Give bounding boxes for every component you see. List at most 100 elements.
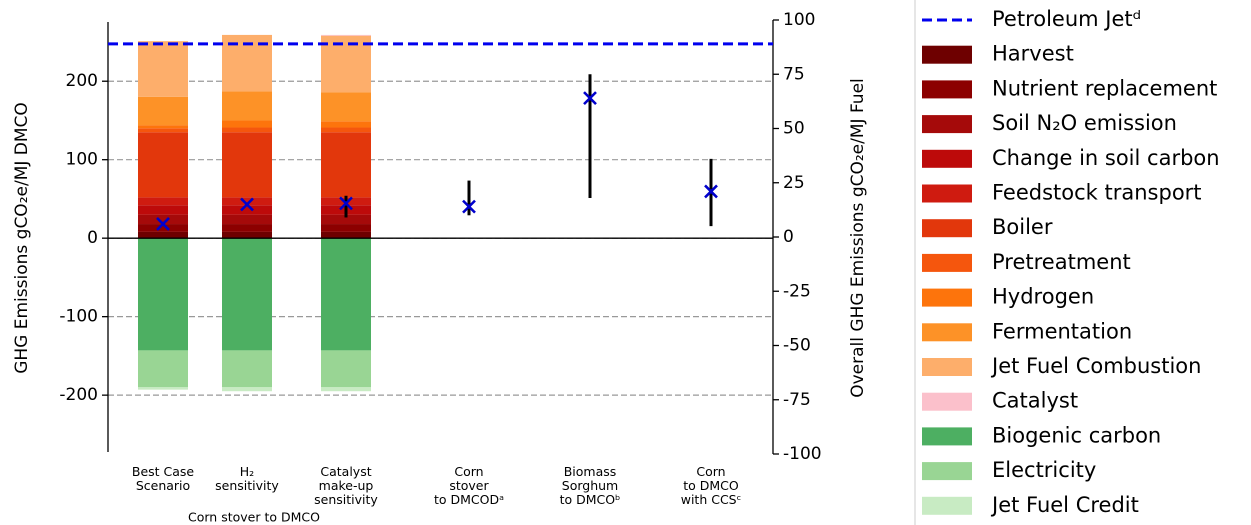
legend-swatch (922, 149, 972, 168)
group-label: Corn stover to DMCO (188, 510, 320, 525)
marker-stroke (240, 197, 254, 212)
bar-segment (138, 231, 188, 239)
x-tick-label-line: Catalyst (320, 464, 371, 479)
legend-label: Jet Fuel Credit (990, 493, 1139, 517)
bar-segment (321, 214, 371, 225)
bar-segment (321, 34, 371, 36)
y2-tick-label: -50 (783, 336, 811, 356)
y-tick-label: -200 (59, 385, 98, 405)
bar-segment (222, 224, 272, 232)
bar-segment (222, 231, 272, 239)
legend-swatch (922, 496, 972, 515)
bar-segment (321, 224, 371, 232)
legend-label: Change in soil carbon (992, 146, 1220, 170)
x-tick-label-line: Best Case (132, 464, 195, 479)
bar-segment (138, 128, 188, 133)
legend-label: Electricity (992, 458, 1096, 482)
y2-tick-label: 25 (783, 173, 805, 193)
legend-label: Hydrogen (992, 285, 1094, 309)
bar-segment (321, 238, 371, 351)
legend-swatch (922, 115, 972, 134)
y2-tick-label: 75 (783, 64, 805, 84)
legend-swatch (922, 184, 972, 203)
x-tick-label-line: Scenario (136, 478, 190, 493)
legend-swatch (922, 462, 972, 481)
legend-swatch (922, 45, 972, 64)
bar-segment (222, 197, 272, 206)
x-tick-label-line: sensitivity (215, 478, 279, 493)
bar-segment (222, 132, 272, 198)
x-tick-label-line: with CCSᶜ (681, 492, 742, 507)
bar-segment (321, 387, 371, 392)
y2-tick-label: -25 (783, 281, 811, 301)
x-tick-label-line: H₂ (240, 464, 254, 479)
x-tick-label-line: Corn (696, 464, 725, 479)
bar-segment (138, 238, 188, 351)
bar-segment (321, 35, 371, 93)
legend-label: Jet Fuel Combustion (990, 354, 1201, 378)
y2-tick-label: -100 (783, 444, 822, 464)
bar-segment (138, 214, 188, 225)
legend-swatch (922, 392, 972, 411)
y-tick-label: 200 (66, 71, 98, 91)
x-tick-label-line: stover (449, 478, 489, 493)
legend-label: Pretreatment (992, 250, 1131, 274)
bar-segment (321, 121, 371, 128)
x-tick-label: Corn stover to DMCODᵃ (434, 464, 504, 507)
bar-segment (138, 197, 188, 206)
bar-segment (321, 92, 371, 122)
x-tick-label-line: to DMCOᵇ (560, 492, 621, 507)
y-tick-label: 100 (66, 150, 98, 170)
legend-swatch (922, 288, 972, 307)
bar-segment (222, 91, 272, 121)
legend-swatch (922, 323, 972, 342)
marker (583, 91, 597, 106)
y2-tick-label: -75 (783, 390, 811, 410)
bar-segment (321, 132, 371, 198)
y2-axis-label: Overall GHG Emissions gCO₂e/MJ Fuel (848, 78, 868, 398)
x-tick-label-line: Sorghum (562, 478, 618, 493)
bar-segment (138, 132, 188, 198)
bar-segment (222, 205, 272, 215)
legend-label: Harvest (992, 42, 1074, 66)
legend-label: Biogenic carbon (992, 423, 1161, 447)
marker-stroke (339, 196, 353, 211)
legend-label: Nutrient replacement (992, 76, 1217, 100)
bar-segment (222, 127, 272, 133)
legend-label: Soil N₂O emission (992, 111, 1177, 135)
bar-segment (138, 96, 188, 126)
marker-stroke (462, 199, 476, 214)
bar-segment (222, 387, 272, 392)
bar-segment (138, 350, 188, 388)
y-tick-label: 0 (87, 228, 98, 248)
legend-swatch (922, 80, 972, 99)
marker (462, 199, 476, 214)
x-tick-label: H₂ sensitivity (215, 464, 279, 493)
x-tick-label-line: Biomass (564, 464, 617, 479)
x-tick-label-line: to DMCODᵃ (434, 492, 504, 507)
marker (156, 217, 170, 231)
legend-swatch (922, 219, 972, 238)
bar-segment (138, 205, 188, 215)
marker-stroke (704, 184, 718, 199)
x-tick-label-line: sensitivity (314, 492, 378, 507)
bar-segment (321, 127, 371, 133)
y2-tick-label: 50 (783, 119, 805, 139)
marker-stroke (156, 217, 170, 231)
y2-tick-label: 100 (783, 10, 815, 30)
legend-label: Boiler (992, 215, 1053, 239)
bar-segment (321, 350, 371, 388)
y2-tick-label: 0 (783, 227, 794, 247)
bar-segment (138, 125, 188, 129)
bar-segment (222, 120, 272, 128)
bar-segment (222, 350, 272, 388)
legend-swatch (922, 253, 972, 272)
bar-segment (321, 231, 371, 239)
x-tick-label: Corn to DMCO with CCSᶜ (681, 464, 742, 507)
bar-segment (222, 214, 272, 225)
legend-swatch (922, 427, 972, 446)
legend-swatch (922, 358, 972, 376)
x-tick-label-line: make-up (319, 478, 374, 493)
legend-label: Petroleum Jetᵈ (992, 7, 1141, 31)
